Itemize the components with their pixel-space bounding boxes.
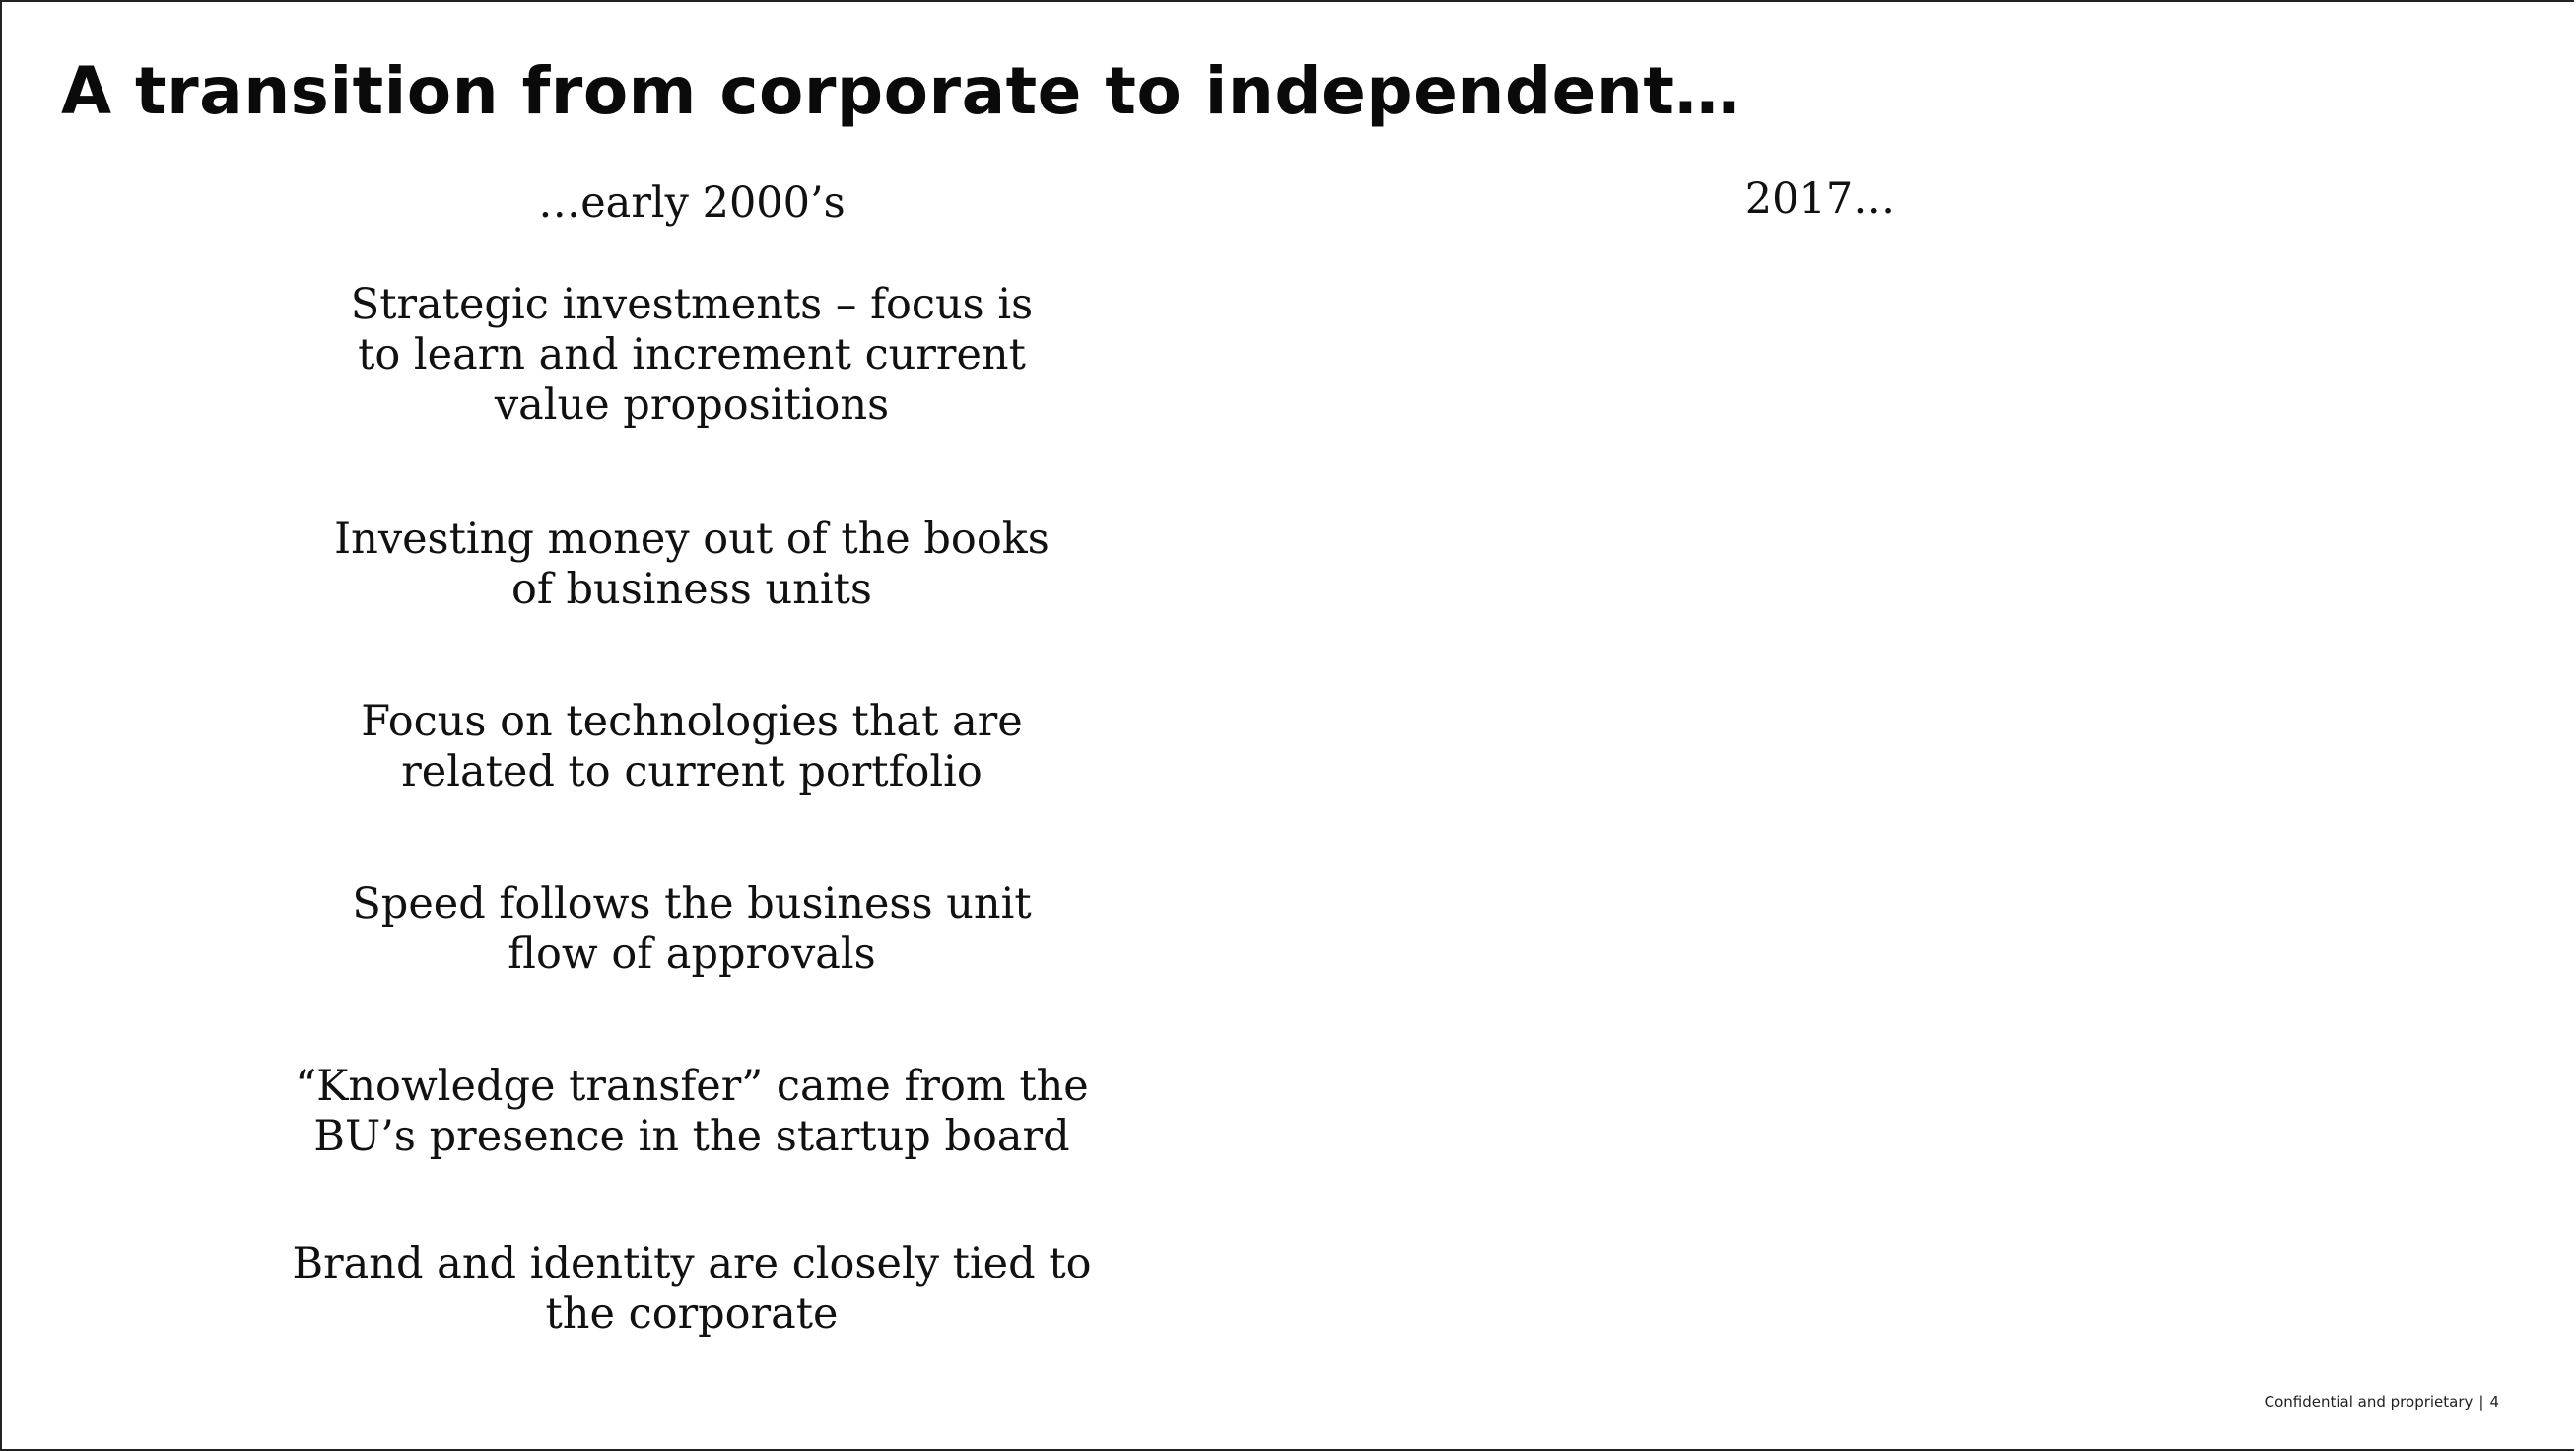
left-point-strategic-investments: Strategic investments – focus is to lear…: [350, 280, 1034, 430]
left-point-brand-identity: Brand and identity are closely tied to t…: [292, 1239, 1092, 1339]
footer-separator: |: [2478, 1393, 2484, 1411]
left-point-knowledge-transfer: “Knowledge transfer” came from the BU’s …: [295, 1062, 1089, 1161]
slide-footer: Confidential and proprietary | 4: [2265, 1392, 2499, 1412]
right-column-heading: 2017…: [1744, 174, 1896, 224]
page-number: 4: [2489, 1393, 2499, 1411]
left-point-technology-focus: Focus on technologies that are related t…: [361, 697, 1023, 796]
left-column-heading: …early 2000’s: [538, 178, 846, 228]
left-point-speed: Speed follows the business unit flow of …: [352, 879, 1032, 979]
confidentiality-note: Confidential and proprietary: [2264, 1393, 2474, 1411]
left-point-investing-money: Investing money out of the books of busi…: [334, 515, 1050, 614]
slide-title: A transition from corporate to independe…: [61, 53, 1740, 129]
